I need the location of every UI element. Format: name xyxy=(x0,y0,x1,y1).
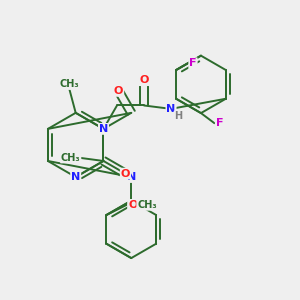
Text: O: O xyxy=(128,200,137,210)
Text: N: N xyxy=(167,104,176,114)
Text: O: O xyxy=(139,75,149,85)
Text: N: N xyxy=(127,172,136,182)
Text: F: F xyxy=(216,118,223,128)
Text: N: N xyxy=(99,124,108,134)
Text: O: O xyxy=(121,169,130,178)
Text: H: H xyxy=(174,111,182,121)
Text: CH₃: CH₃ xyxy=(59,79,79,89)
Text: CH₃: CH₃ xyxy=(137,200,157,210)
Text: N: N xyxy=(71,172,80,182)
Text: O: O xyxy=(114,86,123,96)
Text: CH₃: CH₃ xyxy=(61,153,80,163)
Text: F: F xyxy=(189,58,197,68)
